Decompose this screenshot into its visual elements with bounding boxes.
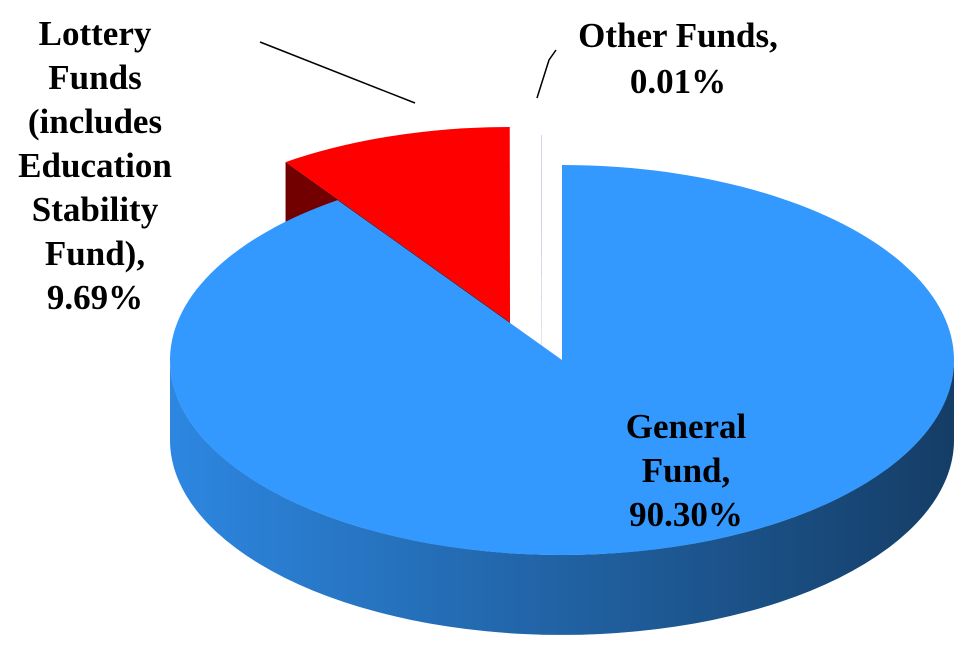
data-label-value: 0.01% xyxy=(629,62,727,101)
slice xyxy=(285,127,510,323)
data-label-value: 90.30% xyxy=(629,495,743,534)
slice xyxy=(170,165,954,555)
data-label-name: General Fund, xyxy=(625,407,747,490)
slice-shade xyxy=(170,360,954,635)
data-label-name: Lottery Funds (includes Education Stabil… xyxy=(18,14,172,273)
data-label-name: Other Funds, xyxy=(578,16,778,55)
leader-line xyxy=(536,49,557,99)
data-label-value: 9.69% xyxy=(46,278,144,317)
leader-line xyxy=(259,41,416,104)
slices xyxy=(170,127,954,635)
